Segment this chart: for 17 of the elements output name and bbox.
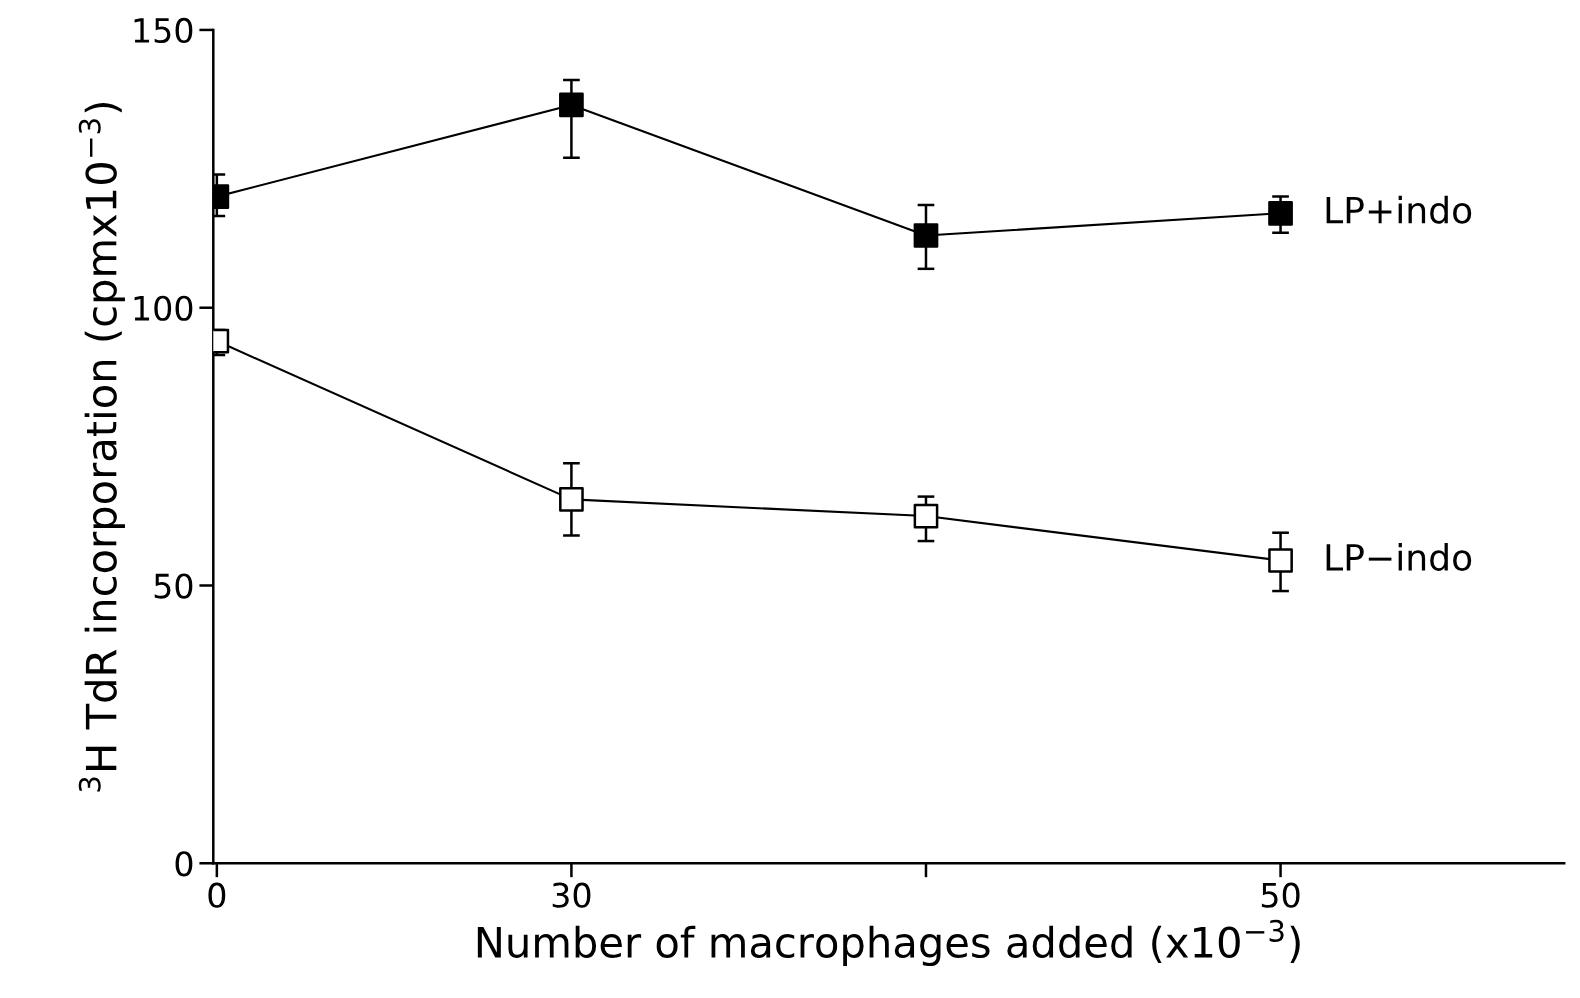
x-tick-label: 0 — [208, 882, 226, 908]
x-tick-label: 30 — [552, 882, 591, 908]
series-label: LP+indo — [1326, 195, 1472, 224]
point — [559, 487, 584, 512]
x-axis-title: Number of macrophages added (x10$^{−3}$) — [477, 919, 1300, 967]
point — [1268, 548, 1293, 573]
x-tick-label: 50 — [1261, 882, 1300, 908]
point — [559, 92, 584, 118]
y-tick-label: 50 — [154, 573, 193, 599]
y-tick-label: 100 — [134, 295, 193, 321]
y-tick-label: 150 — [134, 17, 193, 44]
point — [913, 503, 939, 529]
series-label: LP−indo — [1326, 543, 1472, 571]
point — [913, 223, 939, 248]
y-tick-label: 0 — [175, 851, 193, 877]
y-axis-title: $^{3}$H TdR incorporation (cpmx10$^{−3}$) — [78, 103, 125, 792]
point — [1268, 200, 1293, 226]
